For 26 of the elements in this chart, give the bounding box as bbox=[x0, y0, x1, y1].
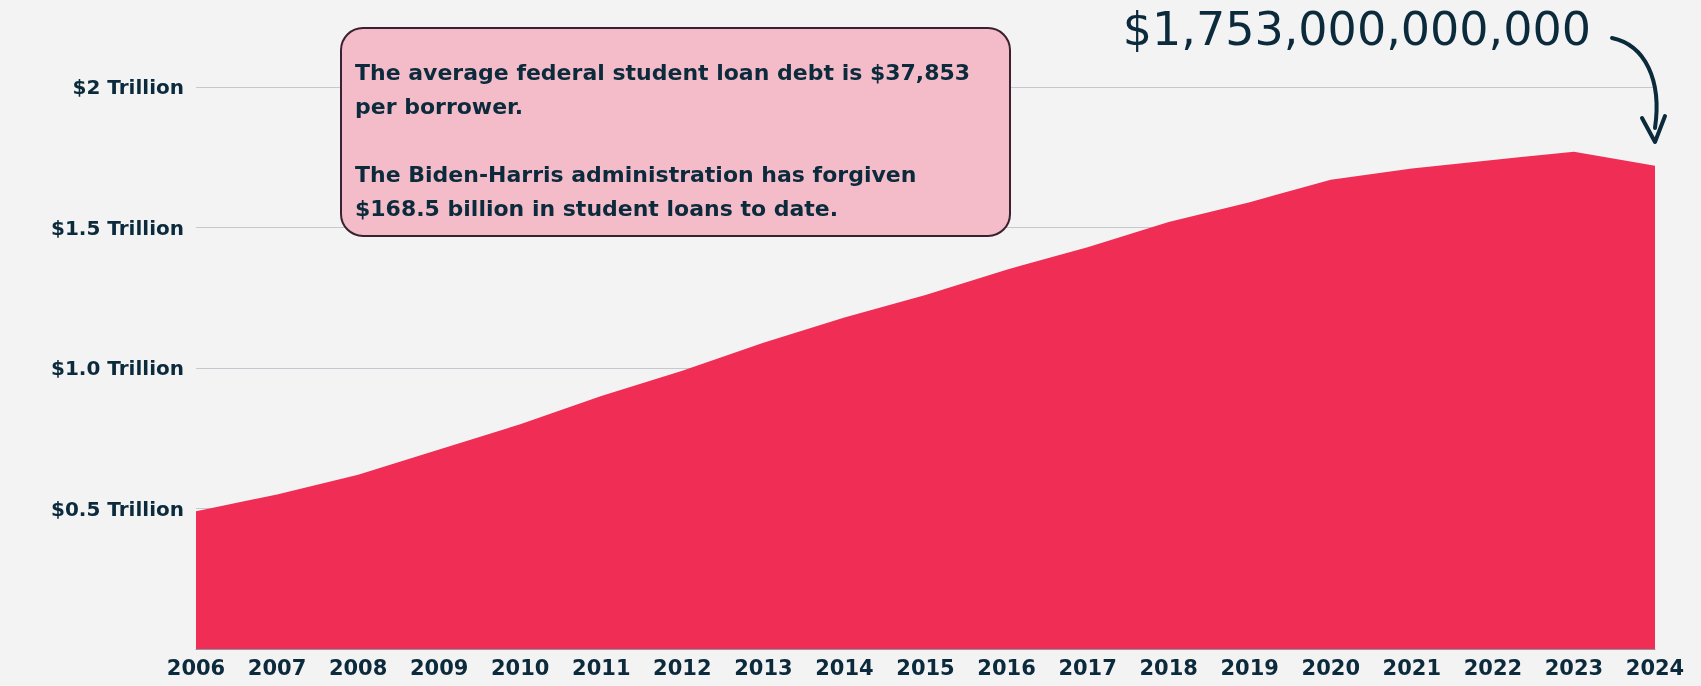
y-tick-label: $0.5 Trillion bbox=[50, 496, 184, 521]
x-tick-label: 2017 bbox=[1058, 655, 1117, 680]
x-tick-label: 2009 bbox=[409, 655, 469, 680]
x-tick-label: 2018 bbox=[1139, 655, 1198, 680]
annotation: The average federal student loan debt is $37,853 per borrower. bbox=[355, 59, 978, 119]
x-tick-label: 2014 bbox=[815, 655, 874, 680]
x-tick-label: 2016 bbox=[977, 655, 1036, 680]
x-tick-label: 2011 bbox=[572, 655, 631, 680]
x-tick-label: 2022 bbox=[1463, 655, 1523, 680]
x-tick-label: 2021 bbox=[1382, 655, 1442, 680]
x-tick-label: 2023 bbox=[1544, 655, 1604, 680]
y-tick-label: $2 Trillion bbox=[72, 75, 184, 99]
x-tick-label: 2010 bbox=[491, 655, 550, 680]
x-tick-label: 2012 bbox=[653, 655, 712, 680]
x-tick-label: 2013 bbox=[734, 655, 793, 680]
x-tick-label: 2019 bbox=[1220, 655, 1279, 680]
y-tick-label: $1.0 Trillion bbox=[50, 356, 184, 380]
x-tick-label: 2015 bbox=[896, 655, 955, 680]
x-tick-label: 2008 bbox=[328, 655, 388, 680]
annotation: The Biden-Harris administration has forgiven $168.5 billion in student loans to date. bbox=[355, 161, 925, 221]
x-tick-label: 2006 bbox=[166, 655, 226, 680]
text: $1,753,000,000,000 bbox=[1122, 2, 1592, 56]
x-tick-label: 2007 bbox=[247, 655, 307, 680]
x-tick-label: 2024 bbox=[1625, 655, 1685, 680]
x-tick-label: 2020 bbox=[1301, 655, 1360, 680]
y-tick-label: $1.5 Trillion bbox=[50, 215, 184, 240]
